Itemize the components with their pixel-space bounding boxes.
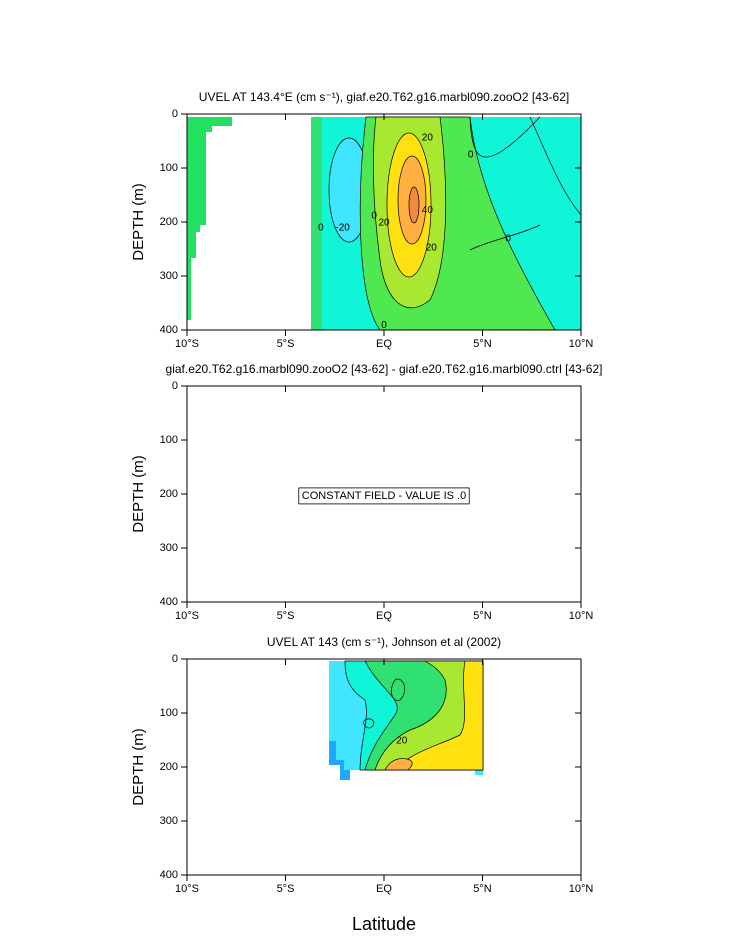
x-tick-label: 10°S (175, 610, 199, 622)
y-tick-label: 300 (160, 542, 178, 554)
x-tick-label: 10°N (569, 883, 594, 895)
contour-label: 0 (468, 150, 474, 161)
y-tick-label: 100 (160, 162, 178, 174)
contour-label: -20 (335, 223, 350, 234)
x-axis-label: Latitude (352, 914, 416, 934)
contour-label: 20 (378, 218, 390, 229)
contour-label: 0 (318, 223, 324, 234)
contour-fill (187, 116, 582, 331)
contour-label: 20 (396, 736, 408, 747)
contour-fill (329, 660, 484, 780)
y-tick-label: 400 (160, 869, 178, 881)
y-tick-label: 200 (160, 761, 178, 773)
x-tick-label: 5°S (277, 338, 295, 350)
y-axis-label: DEPTH (m) (130, 183, 147, 261)
y-tick-label: 300 (160, 815, 178, 827)
x-tick-label: EQ (376, 610, 392, 622)
contour-label: 0 (371, 211, 377, 222)
x-tick-label: 5°N (473, 883, 492, 895)
x-tick-label: 10°N (569, 610, 594, 622)
panel-title: UVEL AT 143.4°E (cm s⁻¹), giaf.e20.T62.g… (199, 90, 569, 104)
y-tick-label: 100 (160, 707, 178, 719)
x-tick-label: 10°S (175, 883, 199, 895)
annotation-box (298, 487, 470, 505)
x-tick-label: 10°S (175, 338, 199, 350)
y-tick-label: 300 (160, 270, 178, 282)
x-tick-label: EQ (376, 883, 392, 895)
y-tick-label: 0 (172, 108, 178, 120)
y-axis-label: DEPTH (m) (130, 455, 147, 533)
x-tick-label: 5°S (277, 883, 295, 895)
x-tick-label: 5°S (277, 610, 295, 622)
x-tick-label: 10°N (569, 338, 594, 350)
y-tick-label: 100 (160, 434, 178, 446)
y-tick-label: 400 (160, 324, 178, 336)
y-tick-label: 200 (160, 488, 178, 500)
contour-label: 0 (505, 233, 511, 244)
contour-label: 0 (381, 320, 387, 331)
y-tick-label: 400 (160, 596, 178, 608)
y-tick-label: 0 (172, 653, 178, 665)
panel-title: UVEL AT 143 (cm s⁻¹), Johnson et al (200… (267, 635, 501, 649)
y-tick-label: 0 (172, 380, 178, 392)
contour-label: 20 (422, 132, 434, 143)
contour-label: 20 (426, 243, 438, 254)
x-tick-label: EQ (376, 338, 392, 350)
x-tick-label: 5°N (473, 610, 492, 622)
annotation: CONSTANT FIELD - VALUE IS .0 (302, 490, 466, 502)
x-tick-label: 5°N (473, 338, 492, 350)
y-tick-label: 200 (160, 216, 178, 228)
y-axis-label: DEPTH (m) (130, 728, 147, 806)
contour-label: 40 (422, 205, 434, 216)
panel-title: giaf.e20.T62.g16.marbl090.zooO2 [43-62] … (166, 362, 603, 376)
